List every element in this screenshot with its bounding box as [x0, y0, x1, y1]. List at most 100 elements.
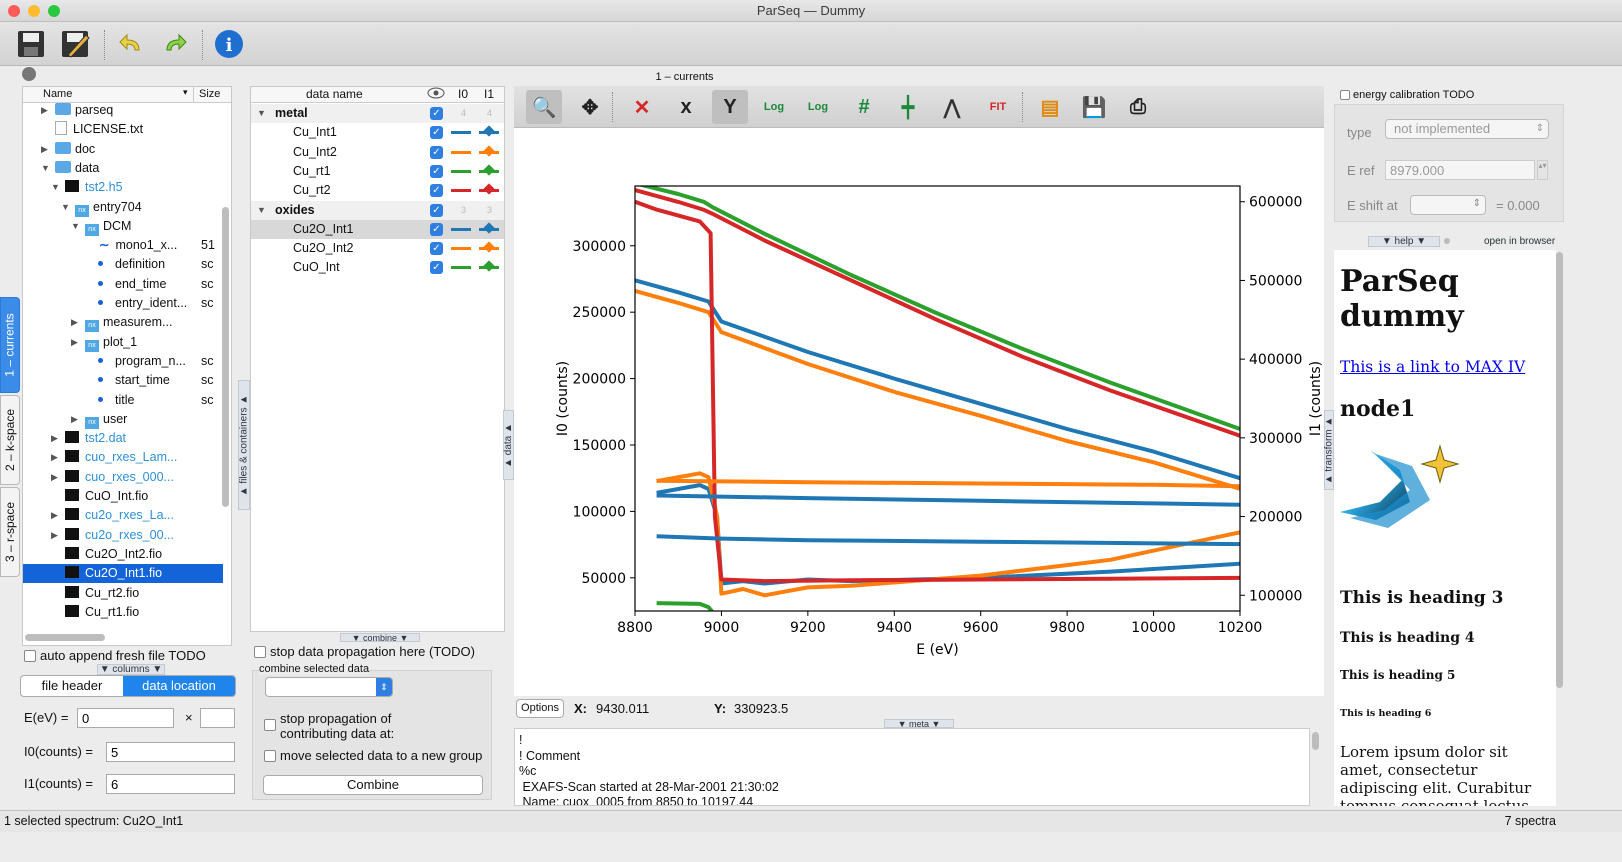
- info-icon[interactable]: i: [212, 27, 246, 61]
- collapsed-chevron-icon[interactable]: ▶: [51, 471, 58, 482]
- dock-undock-icon[interactable]: [22, 67, 36, 81]
- tree-item[interactable]: ▼ nx entry704: [23, 198, 223, 217]
- expanded-chevron-icon[interactable]: ▼: [257, 108, 266, 118]
- i0-line-style-icon[interactable]: [451, 169, 471, 173]
- eref-spin-icon[interactable]: ▴▾: [1537, 160, 1548, 180]
- tree-item[interactable]: ▶ doc: [23, 140, 223, 159]
- combine-type-select[interactable]: ⇕: [265, 677, 393, 697]
- item-visible-checkbox[interactable]: ✓: [430, 164, 443, 178]
- zoom-icon[interactable]: 🔍: [526, 90, 562, 124]
- tree-item[interactable]: LICENSE.txt: [23, 120, 223, 139]
- tree-item[interactable]: ▶ cuo_rxes_000...: [23, 468, 223, 487]
- expanded-chevron-icon[interactable]: ▼: [61, 201, 70, 212]
- data-group-row[interactable]: ▼ metal ✓ 4 4: [251, 104, 504, 123]
- energy-cal-checkbox[interactable]: [1340, 90, 1350, 100]
- y-axis-icon[interactable]: Y: [712, 90, 748, 124]
- collapsed-chevron-icon[interactable]: ▶: [51, 433, 58, 444]
- collapsed-chevron-icon[interactable]: ▶: [71, 317, 78, 328]
- expanded-chevron-icon[interactable]: ▼: [257, 204, 266, 215]
- tree-item[interactable]: definition sc: [23, 255, 223, 274]
- collapsed-chevron-icon[interactable]: ▶: [71, 413, 78, 424]
- tree-item[interactable]: ▶ cu2o_rxes_00...: [23, 526, 223, 545]
- grid-icon[interactable]: #: [858, 95, 870, 118]
- files-containers-tab[interactable]: ▲ files & containers ▲: [238, 380, 250, 510]
- group-visible-checkbox[interactable]: ✓: [430, 203, 443, 217]
- tree-item[interactable]: Cu_rt1.fio: [23, 603, 223, 622]
- tree-vscrollbar[interactable]: [222, 207, 229, 507]
- tree-item[interactable]: ▼ tst2.h5: [23, 178, 223, 197]
- tree-item[interactable]: end_time sc: [23, 275, 223, 294]
- eref-field[interactable]: [1385, 160, 1535, 180]
- tree-item[interactable]: ▼ nx DCM: [23, 217, 223, 236]
- collapsed-chevron-icon[interactable]: ▶: [41, 105, 48, 115]
- data-item-row[interactable]: Cu2O_Int1 ✓: [251, 219, 504, 239]
- i1-field[interactable]: [106, 774, 235, 794]
- i0-line-style-icon[interactable]: [451, 150, 471, 154]
- tab-k-space[interactable]: 2 – k-space: [0, 395, 20, 485]
- redo-icon[interactable]: [158, 27, 192, 61]
- auto-append-checkbox[interactable]: [24, 650, 36, 662]
- legend-icon[interactable]: ▤: [1040, 96, 1060, 119]
- print-icon[interactable]: ⎙: [1130, 95, 1146, 118]
- collapsed-chevron-icon[interactable]: ▶: [41, 143, 48, 154]
- data-group-row[interactable]: ▼ oxides ✓ 3 3: [251, 200, 504, 220]
- tree-item[interactable]: ▶ nx measurem...: [23, 313, 223, 333]
- e-field[interactable]: [77, 708, 174, 728]
- tree-col-name[interactable]: Name: [43, 88, 73, 100]
- tree-item[interactable]: ▶ cu2o_rxes_La...: [23, 506, 223, 525]
- metadata-text[interactable]: ! ! Comment %c EXAFS-Scan started at 28-…: [514, 728, 1310, 806]
- data-item-row[interactable]: Cu_Int1 ✓: [251, 123, 504, 142]
- data-item-row[interactable]: Cu2O_Int2 ✓: [251, 239, 504, 258]
- type-select[interactable]: not implemented ⇕: [1385, 119, 1549, 139]
- meta-scrollbar[interactable]: [1312, 732, 1319, 750]
- fit-icon[interactable]: FIT: [989, 101, 1007, 113]
- plot-area[interactable]: 8800 9000 9200 9400 9600 9800 10000 10200 50000 1…: [514, 86, 1324, 696]
- data-item-row[interactable]: Cu_Int2 ✓: [251, 143, 504, 162]
- i0-line-style-icon[interactable]: [451, 247, 471, 251]
- save-as-icon[interactable]: [58, 27, 92, 61]
- collapsed-chevron-icon[interactable]: ▶: [51, 510, 58, 521]
- combine-button[interactable]: Combine: [263, 775, 483, 795]
- log-x-icon[interactable]: Log: [763, 101, 785, 113]
- tree-item[interactable]: ∼ mono1_x... 51: [23, 236, 223, 255]
- tree-item[interactable]: ▶ tst2.dat: [23, 429, 223, 448]
- e-factor-field[interactable]: [200, 708, 235, 728]
- help-toggle[interactable]: ▼ help ▼: [1368, 236, 1440, 247]
- expanded-chevron-icon[interactable]: ▼: [51, 182, 60, 193]
- tree-item[interactable]: ▶ nx plot_1: [23, 333, 223, 352]
- close-window-button[interactable]: [8, 5, 20, 17]
- stop-contrib-checkbox[interactable]: [264, 719, 276, 731]
- data-item-row[interactable]: Cu_rt1 ✓: [251, 162, 504, 181]
- i0-field[interactable]: [106, 742, 235, 762]
- collapsed-chevron-icon[interactable]: ▶: [51, 452, 58, 463]
- undo-icon[interactable]: [114, 27, 148, 61]
- data-item-row[interactable]: Cu_rt2 ✓: [251, 181, 504, 200]
- curve-style-icon[interactable]: ┿: [901, 96, 915, 119]
- item-visible-checkbox[interactable]: ✓: [430, 222, 443, 236]
- save-plot-icon[interactable]: 💾: [1081, 96, 1107, 119]
- item-visible-checkbox[interactable]: ✓: [430, 184, 443, 198]
- item-visible-checkbox[interactable]: ✓: [430, 242, 443, 256]
- tree-item[interactable]: title sc: [23, 391, 223, 410]
- minimize-window-button[interactable]: [28, 5, 40, 17]
- tree-item[interactable]: Cu_rt2.fio: [23, 584, 223, 603]
- save-icon[interactable]: [14, 27, 48, 61]
- help-link[interactable]: This is a link to MAX IV: [1340, 358, 1526, 376]
- data-item-row[interactable]: CuO_Int ✓: [251, 258, 504, 277]
- tree-item[interactable]: program_n... sc: [23, 352, 223, 371]
- help-scrollbar[interactable]: [1556, 252, 1563, 688]
- expanded-chevron-icon[interactable]: ▼: [41, 162, 50, 173]
- i0-line-style-icon[interactable]: [451, 227, 471, 231]
- tree-item[interactable]: ▶ nx user: [23, 410, 223, 429]
- col-i0[interactable]: I0: [458, 87, 469, 101]
- tree-item[interactable]: ▶ parseq: [23, 101, 223, 120]
- col-i1[interactable]: I1: [484, 87, 495, 101]
- item-visible-checkbox[interactable]: ✓: [430, 126, 443, 140]
- tree-item[interactable]: Cu2O_Int2.fio: [23, 545, 223, 564]
- help-panel[interactable]: ParSeq dummy This is a link to MAX IV no…: [1334, 250, 1556, 806]
- i0-line-style-icon[interactable]: [451, 266, 471, 270]
- col-data-name[interactable]: data name: [306, 87, 363, 101]
- tree-item[interactable]: Cu2O_Int1.fio: [23, 564, 223, 584]
- options-button[interactable]: Options: [516, 699, 564, 718]
- tree-col-size[interactable]: Size: [199, 88, 221, 100]
